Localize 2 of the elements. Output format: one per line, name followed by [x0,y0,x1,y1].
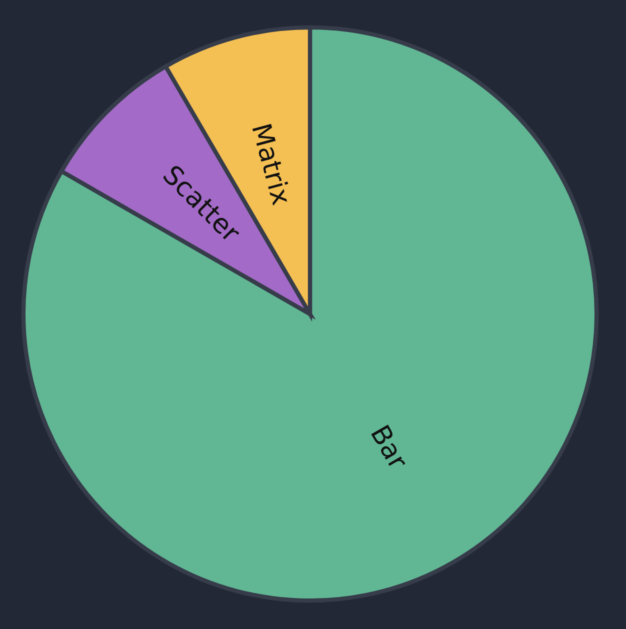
slice-label: Bar [370,424,410,472]
slice-label: Matrix [252,124,293,206]
